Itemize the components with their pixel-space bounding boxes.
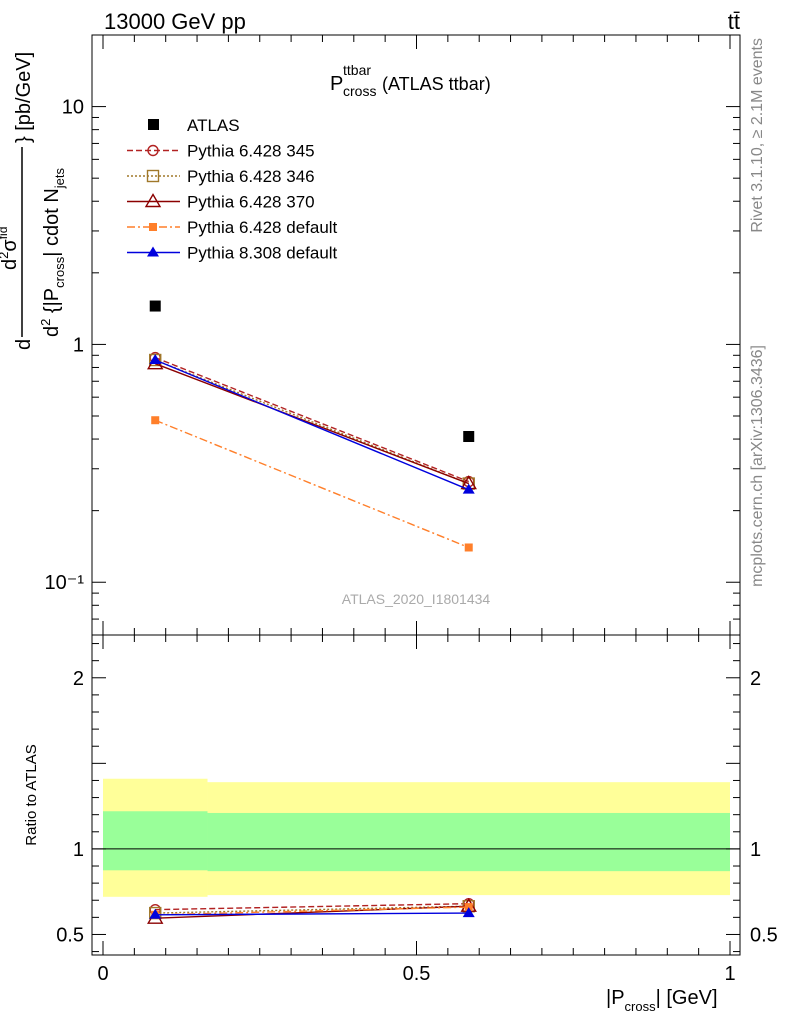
plot-title: P ttbar cross (ATLAS ttbar) <box>330 62 491 99</box>
ratio-ytick-label-right: 1 <box>750 839 761 861</box>
ratio-series-pythia-8-308-default <box>149 907 475 919</box>
legend-marker <box>149 223 157 231</box>
svg-text:d2σfid: d2σfid <box>0 227 21 270</box>
legend-label: Pythia 6.428 370 <box>187 193 315 212</box>
title-superscript: ttbar <box>343 62 371 78</box>
title-subscript: cross <box>343 83 376 99</box>
ratio-ylabel: Ratio to ATLAS <box>23 744 40 845</box>
legend-marker <box>147 246 159 257</box>
ratio-series-line <box>155 906 469 916</box>
ratio-series-marker <box>149 908 162 919</box>
ratio-series-line <box>155 912 469 916</box>
ratio-ytick-label: 1 <box>73 839 84 861</box>
series-pythia-8-308-default <box>149 353 475 494</box>
svg-text:d2 {|Pcross| cdot Njets: d2 {|Pcross| cdot Njets <box>38 168 67 337</box>
series-marker <box>151 416 160 425</box>
legend-marker-atlas <box>148 119 159 130</box>
main-ytick-label: 1 <box>73 334 84 356</box>
svg-text:d: d <box>13 339 35 350</box>
legend-label: ATLAS <box>187 116 240 135</box>
ratio-band-inner <box>207 812 731 872</box>
header-final-state: tt̄ <box>728 9 740 34</box>
main-ytick-label: 10 <box>62 97 84 119</box>
atlas-data-point <box>149 300 161 312</box>
series-line <box>154 356 469 483</box>
atlas-data-point <box>463 431 475 443</box>
main-panel: 10⁻¹ 1 10 ATLAS Pythia 6.428 345 Pythia 6.428… <box>45 34 741 955</box>
legend: ATLAS Pythia 6.428 345 Pythia 6.428 346 Pyt… <box>127 116 338 263</box>
analysis-watermark: ATLAS_2020_I1801434 <box>342 591 491 607</box>
series-marker <box>462 483 475 494</box>
x-tick-label: 0.5 <box>403 963 431 985</box>
series-line <box>154 359 469 491</box>
legend-label: Pythia 6.428 346 <box>187 167 315 186</box>
ratio-panel: 0.5 0.5 1 1 2 2 0 0.5 1 <box>56 634 778 985</box>
legend-marker <box>146 169 160 183</box>
ratio-series-line <box>155 905 469 919</box>
legend-label: Pythia 6.428 345 <box>187 142 315 161</box>
ratio-ytick-label: 2 <box>73 668 84 690</box>
mcplots-reference: mcplots.cern.ch [arXiv:1306.3436] <box>749 345 766 587</box>
header-process: 13000 GeV pp <box>104 9 246 34</box>
series-line <box>154 363 469 485</box>
ratio-ytick-label-right: 2 <box>750 668 761 690</box>
ratio-series-line <box>155 905 469 914</box>
series-pythia-6-428-default <box>151 416 473 552</box>
svg-text:|Pcross| [GeV]: |Pcross| [GeV] <box>606 987 718 1014</box>
ratio-ytick-label: 0.5 <box>56 924 84 946</box>
title-main: P <box>330 73 343 95</box>
legend-marker <box>147 144 159 157</box>
x-tick-label: 1 <box>724 963 735 985</box>
main-ytick-label: 10⁻¹ <box>45 572 85 594</box>
series-marker <box>464 543 473 552</box>
legend-label: Pythia 6.428 default <box>187 218 338 237</box>
ratio-frame <box>91 634 741 956</box>
title-rest: (ATLAS ttbar) <box>382 74 491 94</box>
x-tick-label: 0 <box>97 963 108 985</box>
ratio-band-inner <box>103 811 208 871</box>
ratio-ytick-label-right: 0.5 <box>750 924 778 946</box>
rivet-version: Rivet 3.1.10, ≥ 2.1M events <box>749 38 766 233</box>
ratio-series-marker <box>462 907 475 918</box>
legend-label: Pythia 8.308 default <box>187 244 338 263</box>
x-axis-label: |Pcross| [GeV] <box>606 987 718 1014</box>
main-ylabel: d d2 {|Pcross| cdot Njets d2σfid } [pb/G… <box>0 52 67 350</box>
ratio-series-line <box>155 902 469 911</box>
series-line <box>154 419 469 549</box>
svg-text:} [pb/GeV]: } [pb/GeV] <box>13 52 35 143</box>
legend-marker <box>144 193 162 208</box>
series-marker <box>149 353 162 364</box>
